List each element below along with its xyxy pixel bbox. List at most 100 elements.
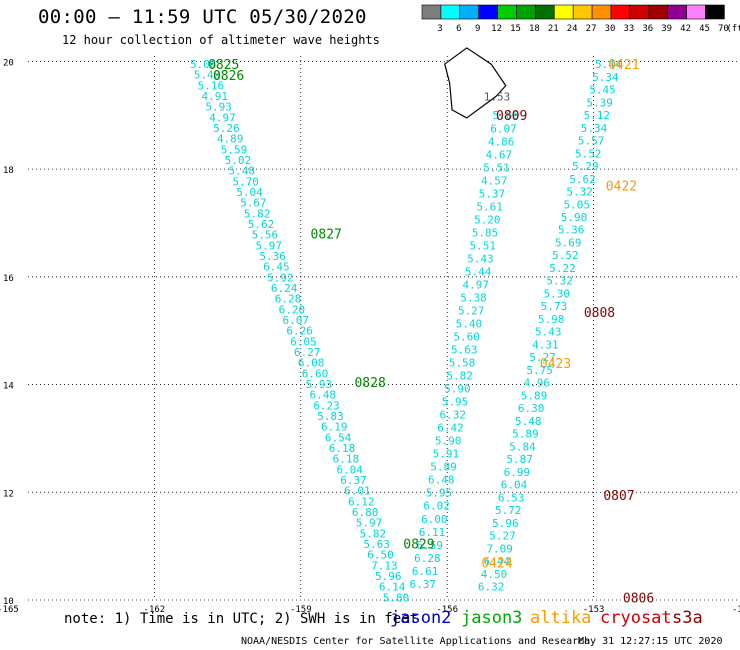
swh-value: 5.57 (578, 135, 605, 148)
pass-time-label: 0828 (354, 376, 385, 391)
swh-value: 5.36 (259, 250, 286, 263)
colorbar-label: 42 (680, 24, 691, 34)
swh-value: 5.60 (453, 331, 480, 344)
swh-value: 5.85 (472, 226, 499, 239)
swh-value: 5.90 (435, 435, 462, 448)
pass-time-label: 0806 (623, 591, 654, 606)
credit-line: NOAA/NESDIS Center for Satellite Applica… (241, 636, 591, 647)
colorbar-label: 15 (510, 24, 521, 34)
lat-tick-label: 14 (3, 382, 14, 392)
swh-value: 5.29 (572, 160, 599, 173)
swh-value: 6.05 (290, 335, 317, 348)
swh-value: 5.51 (483, 161, 510, 174)
swh-value: 6.53 (498, 491, 525, 504)
colorbar-label: 6 (456, 24, 461, 34)
swh-value: 6.18 (329, 442, 356, 455)
colorbar-label: 30 (605, 24, 616, 34)
swh-value: 6.27 (294, 346, 321, 359)
swh-value: 6.45 (263, 261, 290, 274)
swh-value: 5.90 (444, 383, 471, 396)
swh-value: 6.14 (379, 581, 406, 594)
colorbar-label: 70 (718, 24, 729, 34)
swh-value: 5.73 (541, 300, 568, 313)
swh-value: 4.86 (488, 135, 515, 148)
pass-time-label: 0827 (311, 228, 342, 243)
swh-value: 5.16 (198, 79, 225, 92)
footer-note: note: 1) Time is in UTC; 2) SWH is in fe… (64, 611, 419, 627)
swh-value: 5.51 (469, 239, 496, 252)
swh-value: 5.52 (575, 147, 602, 160)
island-value: 1.53 (484, 91, 511, 104)
swh-value: 6.02 (423, 500, 450, 513)
swh-value: 5.98 (538, 313, 565, 326)
swh-value: 6.30 (518, 402, 545, 415)
swh-value: 4.89 (217, 133, 244, 146)
swh-value: 4.31 (532, 338, 559, 351)
swh-value: 5.75 (526, 364, 553, 377)
swh-value: 5.22 (549, 262, 576, 275)
colorbar-label: 3 (437, 24, 442, 34)
swh-value: 5.83 (317, 410, 344, 423)
swh-value: 5.89 (512, 428, 539, 441)
lon-tick-label: -156 (436, 605, 458, 615)
swh-value: 6.37 (340, 474, 367, 487)
swh-value: 5.62 (248, 218, 275, 231)
pass-time-label: 0809 (496, 109, 527, 124)
swh-value: 5.58 (449, 357, 476, 370)
pass-time-label: 0422 (606, 179, 637, 194)
swh-value: 6.80 (352, 506, 379, 519)
swh-value: 5.93 (306, 378, 333, 391)
legend-cryosat: cryosat (600, 608, 672, 628)
colorbar-swatch (705, 4, 725, 20)
map-subtitle: 12 hour collection of altimeter wave hei… (62, 33, 380, 47)
swh-value: 6.01 (344, 485, 371, 498)
swh-value: 6.23 (313, 399, 340, 412)
swh-value: 6.44 (484, 555, 511, 568)
swh-value: 5.36 (558, 224, 585, 237)
swh-value: 6.26 (286, 325, 313, 338)
swh-value: 6.04 (501, 479, 528, 492)
swh-value: 4.67 (486, 148, 513, 161)
swh-value: 5.32 (566, 186, 593, 199)
swh-value: 5.62 (569, 173, 596, 186)
swh-value: 5.52 (552, 249, 579, 262)
swh-value: 5.30 (544, 287, 571, 300)
swh-value: 5.56 (252, 229, 279, 242)
swh-value: 5.87 (506, 453, 533, 466)
swh-value: 6.32 (478, 581, 505, 594)
swh-value: 5.95 (442, 396, 469, 409)
swh-value: 5.27 (458, 304, 485, 317)
swh-value: 6.28 (414, 552, 441, 565)
swh-value: 6.18 (333, 453, 360, 466)
swh-value: 5.63 (363, 538, 390, 551)
swh-value: 5.82 (360, 527, 387, 540)
swh-value: 5.90 (561, 211, 588, 224)
pass-time-label: 0825 (208, 58, 239, 73)
swh-value: 5.06 (190, 58, 217, 71)
swh-value: 5.96 (375, 570, 402, 583)
swh-value: 5.34 (581, 122, 608, 135)
swh-value: 5.38 (460, 291, 487, 304)
swh-value: 7.13 (371, 559, 398, 572)
swh-value: 5.67 (240, 197, 267, 210)
swh-value: 5.48 (229, 165, 256, 178)
lat-tick-label: 12 (3, 489, 14, 499)
hawaii-island-outline (444, 47, 507, 119)
swh-value: 5.91 (433, 448, 460, 461)
swh-value: 6.48 (428, 474, 455, 487)
swh-value: 5.32 (546, 275, 573, 288)
swh-value: 6.07 (490, 122, 517, 135)
swh-value: 5.82 (446, 370, 473, 383)
swh-value: 5.20 (474, 213, 501, 226)
pass-time-label: 0424 (481, 556, 512, 571)
swh-value: 6.24 (271, 282, 298, 295)
swh-value: 5.84 (509, 440, 536, 453)
swh-value: 5.39 (586, 96, 613, 109)
colorbar-unit: (ft) (726, 24, 740, 34)
swh-value: 5.95 (426, 487, 453, 500)
pass-time-label: 0807 (603, 489, 634, 504)
swh-value: 6.60 (302, 367, 329, 380)
swh-value: 4.91 (202, 90, 229, 103)
swh-value: 5.37 (479, 187, 506, 200)
